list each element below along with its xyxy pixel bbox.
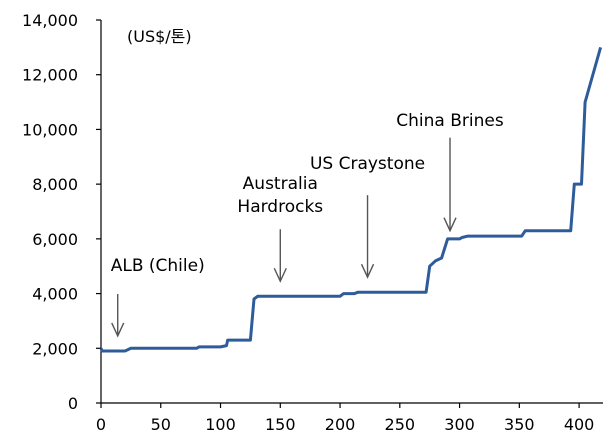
y-tick-label: 10,000 bbox=[22, 120, 78, 139]
arrow-head-icon bbox=[360, 263, 375, 279]
annotation-label: ALB (Chile) bbox=[111, 256, 205, 276]
x-tick-label: 150 bbox=[265, 415, 296, 434]
y-tick-label: 4,000 bbox=[32, 285, 78, 304]
annotation-label: Australia bbox=[243, 174, 318, 194]
y-tick-label: 12,000 bbox=[22, 66, 78, 85]
x-tick-label: 0 bbox=[96, 415, 106, 434]
x-tick-label: 100 bbox=[205, 415, 236, 434]
annotation-label: Hardrocks bbox=[237, 197, 323, 217]
x-tick-label: 50 bbox=[151, 415, 171, 434]
arrow-head-icon bbox=[443, 217, 457, 233]
x-tick-label: 300 bbox=[444, 415, 475, 434]
x-tick-label: 400 bbox=[564, 415, 595, 434]
annotation-group: ALB (Chile) Australia Hardrocks US Crayston… bbox=[111, 111, 504, 338]
arrow-head-icon bbox=[273, 267, 287, 283]
annotation: China Brines bbox=[396, 111, 504, 233]
annotation: US Craystone bbox=[310, 154, 425, 279]
x-tick-label: 350 bbox=[504, 415, 535, 434]
y-tick-label: 14,000 bbox=[22, 11, 78, 30]
arrow-head-icon bbox=[111, 322, 125, 338]
cost-curve-line bbox=[99, 46, 603, 353]
annotation-label: China Brines bbox=[396, 111, 504, 131]
y-tick-label: 8,000 bbox=[32, 175, 78, 194]
y-tick-label: 6,000 bbox=[32, 230, 78, 249]
axes bbox=[100, 20, 603, 404]
unit-label: (US$/톤) bbox=[127, 27, 192, 46]
y-tick-label: 2,000 bbox=[32, 339, 78, 358]
tick-group: 0 2,000 4,000 6,000 8,000 10,000 12,000 14,000 0… bbox=[22, 11, 594, 434]
y-tick-label: 0 bbox=[68, 394, 78, 413]
x-tick-label: 200 bbox=[325, 415, 356, 434]
x-tick-label: 250 bbox=[385, 415, 416, 434]
annotation-label: US Craystone bbox=[310, 154, 425, 174]
annotation: ALB (Chile) bbox=[111, 256, 205, 338]
annotation: Australia Hardrocks bbox=[237, 174, 323, 283]
